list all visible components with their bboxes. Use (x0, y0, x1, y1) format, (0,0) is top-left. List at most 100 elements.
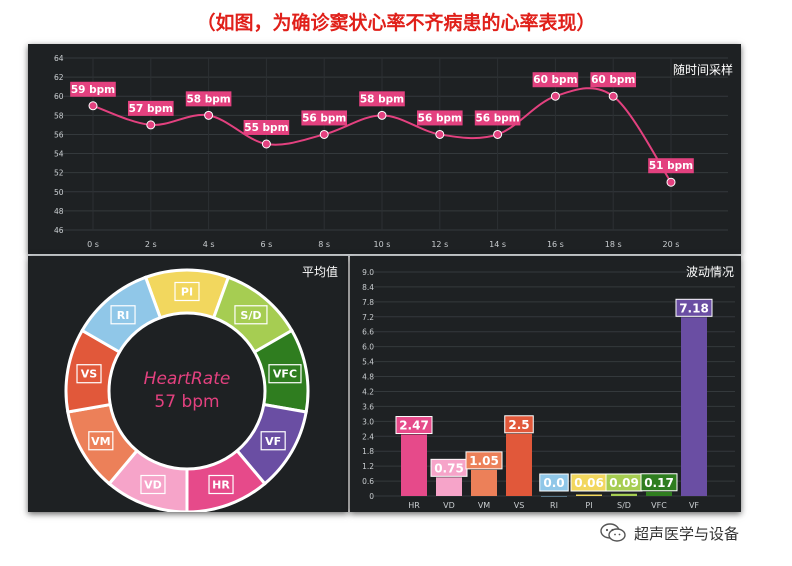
data-label: 57 bpm (128, 100, 174, 116)
segment-label-box (260, 431, 286, 451)
donut-chart: 平均值 PI S/D VFC VF HR VD VM VS RI HeartRate 57 bpm (64, 264, 338, 514)
data-point (319, 129, 329, 139)
y-tick-label: 4.2 (362, 387, 374, 396)
y-tick-label: 5.4 (362, 358, 374, 367)
bar-value-box (395, 416, 433, 435)
bar-value-text: 0.06 (574, 476, 604, 490)
y-tick-label: 58 (54, 111, 64, 120)
x-tick-label: PI (585, 501, 592, 510)
bar-value-text: 0.09 (609, 476, 639, 490)
segment-label-box (234, 305, 268, 325)
bar-value-label: 1.05 (465, 451, 503, 470)
bar-value-text: 0.75 (434, 461, 464, 475)
data-label-text: 56 bpm (418, 112, 462, 124)
data-point (88, 101, 98, 111)
segment-label: S/D (234, 305, 268, 325)
bar (681, 317, 707, 496)
data-label-box (185, 91, 232, 107)
data-point (146, 120, 156, 130)
segment-label-text: HR (212, 478, 230, 491)
x-tick-label: 16 s (547, 240, 564, 249)
bar-value-text: 0.17 (644, 476, 674, 490)
bar-value-text: 2.5 (508, 418, 529, 432)
y-tick-label: 7.8 (362, 298, 374, 307)
x-tick-label: 10 s (374, 240, 391, 249)
data-label-box (359, 91, 405, 107)
bar-value-label: 7.18 (675, 298, 713, 317)
y-tick-label: 48 (54, 207, 64, 216)
data-label-text: 59 bpm (71, 84, 115, 96)
data-point (550, 91, 560, 101)
data-label-text: 58 bpm (186, 93, 230, 105)
bar-value-text: 2.47 (399, 419, 429, 433)
footer-brand: 超声医学与设备 (634, 524, 740, 543)
data-label-text: 60 bpm (533, 74, 577, 86)
segment-label-box (110, 305, 136, 325)
y-tick-label: 64 (54, 54, 64, 63)
y-tick-label: 1.2 (362, 462, 374, 471)
chart-title: 波动情况 (686, 265, 734, 279)
data-label-box (532, 72, 579, 88)
x-tick-label: RI (550, 501, 558, 510)
y-tick-label: 1.8 (362, 447, 374, 456)
x-tick-label: 8 s (318, 240, 330, 249)
y-tick-label: 3.6 (362, 402, 374, 411)
data-label-text: 56 bpm (475, 112, 519, 124)
data-label-text: 58 bpm (360, 93, 404, 105)
panel-divider (28, 254, 741, 257)
bar (471, 469, 497, 496)
y-tick-label: 6.6 (362, 328, 374, 337)
data-label-text: 51 bpm (649, 160, 693, 172)
bar-value-label: 0.75 (430, 458, 468, 477)
x-tick-label: 0 s (87, 240, 99, 249)
data-label-box (417, 110, 463, 126)
segment-label-text: S/D (240, 309, 261, 322)
bar-chart: 0 0.6 1.2 1.8 2.4 3.0 3.6 4.2 4.8 5.4 6.0 6.6 7.2 7.8… (362, 265, 735, 510)
line-chart-panel: 46 48 50 52 54 56 58 60 62 64 0 s 2 s 4 s 6 s 8 s 10 s 1… (28, 44, 741, 254)
y-tick-label: 56 (54, 130, 64, 139)
data-point (666, 177, 676, 187)
segment-label-box (76, 364, 102, 384)
y-tick-label: 2.4 (362, 432, 374, 441)
segment-label-box (208, 474, 234, 495)
segment-label-text: VM (91, 435, 110, 448)
x-tick-label: VS (514, 501, 525, 510)
bar (401, 434, 427, 496)
segment-label-text: RI (117, 309, 130, 322)
x-tick-label: 18 s (605, 240, 622, 249)
bar-value-box (539, 473, 569, 492)
y-tick-label: 62 (54, 73, 64, 82)
data-label-text: 55 bpm (244, 122, 288, 134)
data-point (261, 139, 271, 149)
segment-label-box (268, 364, 302, 384)
bar-value-label: 2.5 (504, 415, 534, 434)
bar-value-text: 7.18 (679, 301, 709, 315)
data-label-box (243, 120, 290, 135)
y-tick-label: 50 (54, 188, 64, 197)
x-tick-label: S/D (617, 501, 631, 510)
bar-value-label: 0.0 (539, 473, 569, 492)
bar-value-label: 2.47 (395, 416, 433, 435)
data-label: 56 bpm (301, 110, 347, 126)
data-point (608, 91, 618, 101)
data-label: 56 bpm (417, 110, 463, 126)
x-tick-label: 4 s (203, 240, 215, 249)
page-title: （如图，为确诊窦状心率不齐病患的心率表现） (196, 12, 596, 34)
data-label-box (128, 100, 174, 116)
chart-title: 平均值 (302, 264, 338, 279)
data-label: 58 bpm (359, 91, 405, 107)
data-label-text: 60 bpm (591, 74, 635, 86)
wechat-icon (600, 523, 626, 542)
bar (541, 496, 567, 497)
bar (646, 491, 672, 496)
data-point (435, 129, 445, 139)
data-label-text: 57 bpm (129, 103, 173, 115)
bar-value-label: 0.17 (640, 473, 678, 492)
center-title: HeartRate (144, 369, 231, 389)
data-label-text: 56 bpm (302, 112, 346, 124)
y-tick-label: 4.8 (362, 373, 374, 382)
y-tick-label: 6.0 (362, 343, 374, 352)
bar-value-box (640, 473, 678, 492)
data-label-box (70, 81, 116, 97)
y-tick-label: 46 (54, 226, 64, 235)
